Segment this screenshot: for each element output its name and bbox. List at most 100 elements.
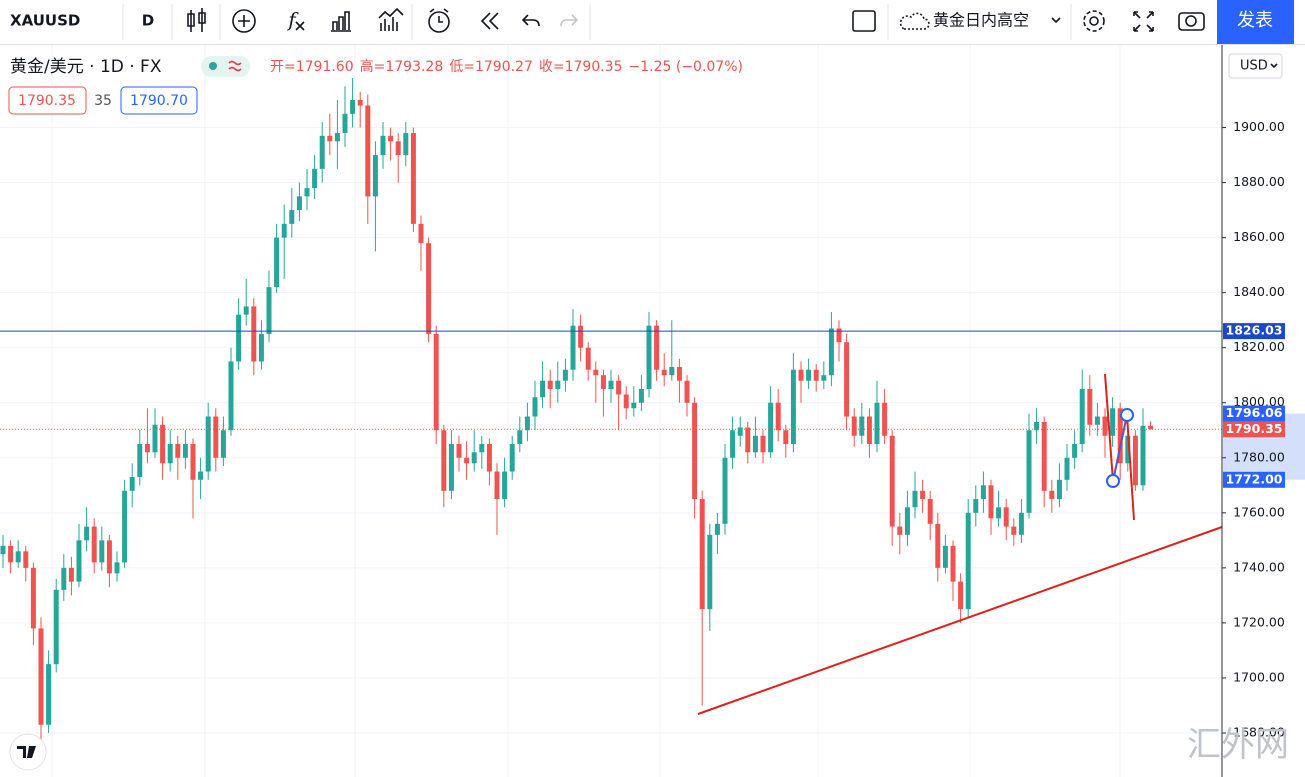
candle-body: [502, 471, 508, 500]
candle-body: [258, 333, 264, 362]
publish-button[interactable]: [1217, 0, 1294, 44]
candle-body: [15, 551, 21, 563]
candle-body: [84, 526, 90, 541]
handle[interactable]: [1106, 474, 1120, 488]
candle-body: [547, 380, 553, 389]
candle-body: [486, 444, 492, 472]
candle-body: [1125, 435, 1131, 464]
price-tag-label: 1796.06: [1226, 405, 1283, 420]
bid-box[interactable]: [8, 86, 87, 115]
candle-body: [882, 402, 888, 436]
candle-body: [509, 444, 515, 472]
handle[interactable]: [1120, 408, 1134, 422]
chevron: [1051, 17, 1061, 24]
candle-body: [236, 314, 242, 362]
candle-body: [958, 581, 964, 610]
candle-body: [1140, 425, 1146, 486]
candle-body: [714, 523, 720, 535]
currency: USD: [1240, 59, 1268, 74]
candle-body: [46, 664, 52, 725]
compare-icon[interactable]: [378, 7, 404, 31]
symbol[interactable]: XAUUSD: [10, 12, 80, 30]
candle-body: [593, 369, 599, 376]
candle-body: [669, 366, 675, 376]
candle-body: [646, 325, 652, 389]
candle-body: [190, 444, 196, 480]
candle-body: [38, 628, 44, 725]
candle-body: [137, 444, 143, 478]
indicator-add-icon[interactable]: [232, 9, 256, 33]
candle-body: [1087, 388, 1093, 425]
redo-icon[interactable]: [560, 14, 579, 27]
fullscreen-icon[interactable]: [1133, 11, 1154, 32]
interval[interactable]: D: [142, 12, 154, 30]
candle-body: [912, 490, 918, 508]
candle-body: [1072, 444, 1078, 458]
layout-name[interactable]: 黄金日内高空: [933, 11, 1029, 30]
bid: 1790.35: [18, 93, 76, 109]
candle-body: [410, 133, 416, 224]
candle-body: [357, 100, 363, 106]
y-tick-label: 1680.00: [1233, 724, 1285, 739]
candle-body: [654, 325, 660, 370]
y-tick-label: 1880.00: [1233, 174, 1285, 189]
candle-body: [1056, 479, 1062, 500]
candle-body: [1018, 512, 1024, 535]
y-tick-label: 1800.00: [1233, 394, 1285, 409]
candle-body: [661, 369, 667, 376]
candle-body: [312, 168, 318, 189]
ask-box[interactable]: [120, 86, 198, 115]
y-tick-label: 1760.00: [1233, 504, 1285, 519]
price-tag-label: 1790.35: [1226, 421, 1283, 436]
candle-body: [114, 562, 120, 574]
candle-body: [973, 499, 979, 513]
candle-body: [562, 369, 568, 381]
candle-body: [745, 427, 751, 453]
bars-icon[interactable]: [331, 11, 351, 32]
candle-body: [684, 380, 690, 403]
candle-body: [540, 380, 546, 398]
candle-body: [1148, 425, 1154, 430]
snapshot-icon[interactable]: [1178, 12, 1205, 31]
candle-body: [980, 485, 986, 500]
candle-body: [61, 567, 67, 590]
alert-icon[interactable]: [428, 11, 450, 33]
currency-select[interactable]: [1228, 53, 1283, 79]
candle-body: [456, 444, 462, 458]
plot: [0, 78, 1222, 742]
replay-icon[interactable]: [480, 12, 499, 30]
candle-body: [798, 369, 804, 381]
range-drawing: [1112, 414, 1128, 482]
candle-body: [950, 545, 956, 582]
candle-body: [722, 457, 728, 524]
candle-body: [433, 333, 439, 431]
candle-body: [99, 540, 105, 563]
candle-body: [828, 328, 834, 376]
candle-body: [167, 444, 173, 464]
tv-logo-mark: [17, 746, 36, 758]
layout-icon[interactable]: [852, 10, 876, 32]
candle-body: [1034, 422, 1040, 431]
candle-body: [920, 490, 926, 500]
candle-body: [730, 430, 736, 458]
publish-label: 发表: [1237, 10, 1273, 31]
y-tick-label: 1900.00: [1233, 119, 1285, 134]
candle-body: [866, 416, 872, 445]
status-pill[interactable]: [201, 56, 250, 77]
toolbar: [0, 0, 1305, 44]
candle-body: [448, 444, 454, 491]
candle-body: [175, 444, 181, 458]
candle-body: [737, 427, 743, 436]
candle-body: [152, 424, 158, 453]
ohlc-value: −1.25 (−0.07%): [629, 59, 743, 75]
settings-icon[interactable]: [1089, 16, 1099, 26]
candle-body: [616, 380, 622, 395]
candle-body: [699, 499, 705, 610]
chart-type-icon[interactable]: [187, 8, 206, 32]
candle-body: [144, 444, 150, 453]
candle-body: [106, 540, 112, 574]
candle-body: [1132, 435, 1138, 486]
undo-icon[interactable]: [521, 14, 540, 27]
ohlc-value: 开=1791.60: [270, 59, 354, 75]
